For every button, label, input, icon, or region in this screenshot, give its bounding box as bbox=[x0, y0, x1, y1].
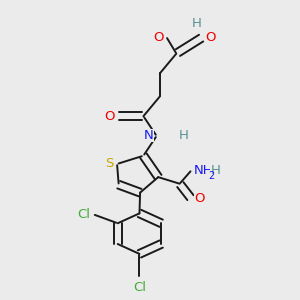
Text: S: S bbox=[105, 158, 114, 170]
Text: N: N bbox=[144, 130, 154, 142]
Text: H: H bbox=[210, 164, 220, 177]
Text: NH: NH bbox=[194, 164, 213, 177]
Text: Cl: Cl bbox=[133, 281, 146, 294]
Text: O: O bbox=[104, 110, 114, 123]
Text: H: H bbox=[179, 130, 189, 142]
Text: O: O bbox=[205, 31, 216, 44]
Text: 2: 2 bbox=[208, 172, 214, 182]
Text: O: O bbox=[153, 31, 164, 44]
Text: Cl: Cl bbox=[77, 208, 90, 221]
Text: H: H bbox=[192, 17, 202, 30]
Text: O: O bbox=[194, 192, 204, 205]
